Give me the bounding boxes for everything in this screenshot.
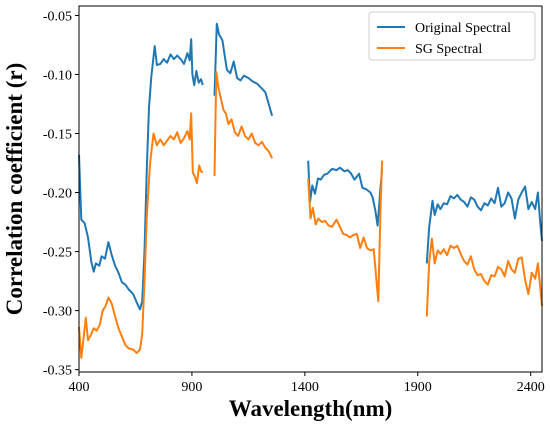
legend: Original Spectral SG Spectral [368, 11, 536, 61]
y-tick-label: -0.25 [43, 246, 72, 261]
series-line-sg-spectral-segment-2 [213, 71, 274, 177]
series-line-original-spectral-segment-2 [213, 22, 274, 117]
plot-lines [78, 22, 543, 359]
legend-label-original-spectral: Original Spectral [415, 21, 511, 36]
y-tick-label: -0.35 [43, 364, 72, 379]
x-axis-title: Wavelength(nm) [229, 396, 393, 421]
x-tick-label: 900 [181, 380, 202, 395]
y-tick-label: -0.20 [43, 187, 72, 202]
x-tick-label: 2400 [517, 380, 545, 395]
y-tick-label: -0.10 [43, 68, 72, 83]
series-line-original-spectral-segment-1 [78, 38, 204, 311]
y-tick-label: -0.05 [43, 9, 72, 24]
legend-label-sg-spectral: SG Spectral [415, 42, 482, 57]
axis-ticks: 400 900 1400 1900 2400 -0.35 -0.30 -0.25 -0.20 -0… [43, 9, 545, 395]
x-tick-label: 1400 [291, 380, 319, 395]
y-tick-label: -0.15 [43, 128, 72, 143]
plot-frame [78, 5, 543, 373]
series-line-sg-spectral-segment-3 [307, 160, 384, 303]
series-line-original-spectral-segment-3 [307, 160, 384, 227]
legend-box [368, 11, 536, 61]
y-axis-title: Correlation coefficient (r) [2, 63, 27, 315]
series-line-original-spectral-segment-4 [425, 185, 543, 264]
x-tick-label: 400 [69, 380, 90, 395]
x-tick-label: 1900 [404, 380, 432, 395]
series-line-sg-spectral-segment-4 [425, 237, 543, 317]
series-line-sg-spectral-segment-1 [78, 112, 204, 359]
y-tick-label: -0.30 [43, 305, 72, 320]
